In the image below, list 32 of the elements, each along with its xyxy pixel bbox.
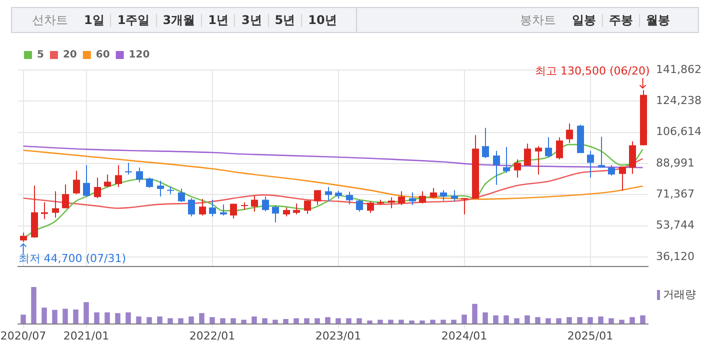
category-label: 월봉	[639, 12, 676, 26]
category-label: 1년	[201, 12, 234, 26]
category-label: 1일	[83, 12, 106, 26]
x-tick-label: 2021/01	[63, 329, 110, 342]
annotation: 최저 44,700 (07/31)	[18, 252, 126, 266]
text: 봉차트	[520, 12, 556, 28]
x-tick-label: 2025/01	[567, 329, 614, 342]
y-tick-label: 88,991	[656, 156, 694, 170]
category-label: 1주일	[110, 12, 156, 26]
category-label: 5년	[268, 12, 302, 26]
legend-label: 5	[37, 50, 44, 61]
x-tick-label: 2022/01	[189, 329, 236, 342]
legend-label: 거래량	[662, 287, 696, 302]
legend-label: 60	[96, 50, 110, 61]
y-tick-label: 71,367	[656, 188, 694, 201]
category-label: 3개월	[156, 12, 202, 26]
category-label: 3년	[234, 12, 268, 26]
legend-label: 20	[62, 50, 77, 61]
y-tick-label: 124,238	[656, 94, 702, 108]
text: 선차트	[32, 12, 68, 28]
y-tick-label: 141,862	[656, 62, 702, 76]
category-label: 10년	[301, 12, 343, 26]
annotation: 최고 130,500 (06/20)	[534, 64, 650, 78]
category-label: 주봉	[602, 12, 639, 26]
legend-label: 120	[128, 50, 150, 61]
y-tick-label: 53,744	[656, 218, 694, 232]
x-tick-label: 2024/01	[441, 329, 488, 342]
x-tick-label: 2023/01	[315, 329, 362, 342]
y-tick-label: 106,614	[656, 125, 702, 138]
x-tick-label: 2020/07	[0, 329, 46, 342]
y-tick-label: 36,120	[656, 250, 694, 263]
category-label: 일봉	[571, 12, 597, 26]
